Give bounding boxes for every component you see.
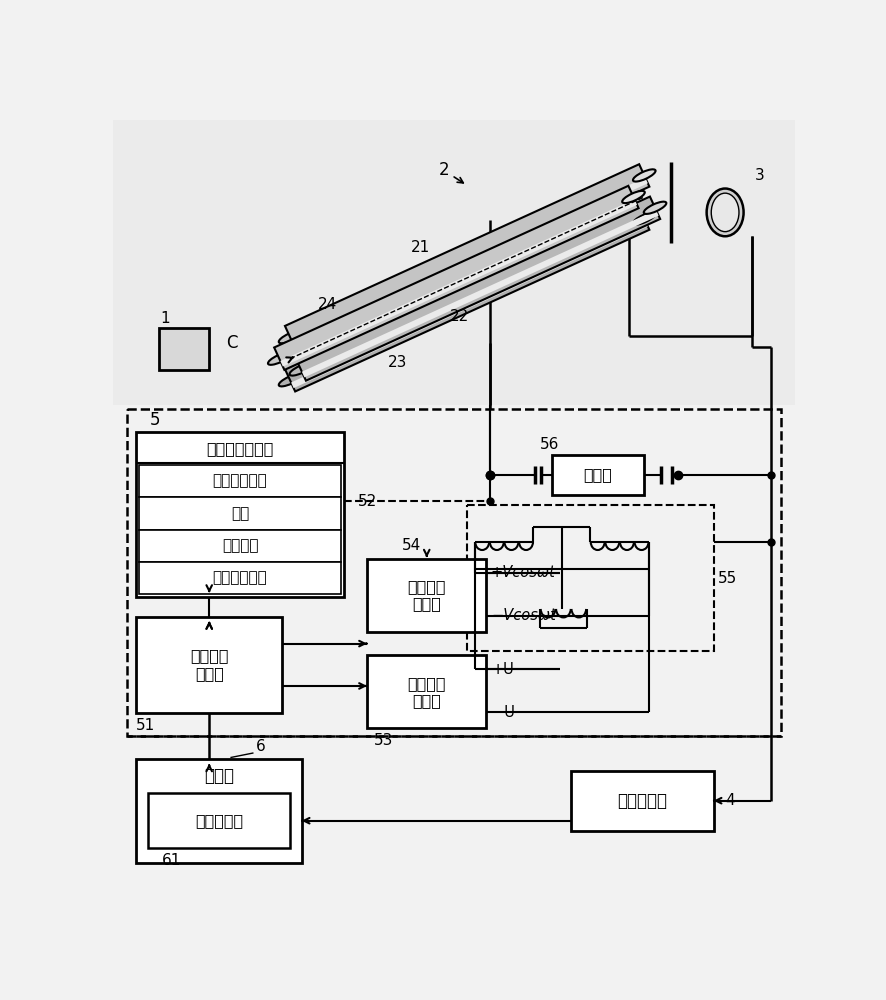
Text: 控制数据存储部: 控制数据存储部	[206, 441, 274, 456]
Text: −U: −U	[492, 705, 515, 720]
Ellipse shape	[279, 331, 301, 343]
Text: −Vcosωt: −Vcosωt	[491, 608, 556, 623]
Ellipse shape	[279, 374, 301, 386]
Text: 55: 55	[718, 571, 737, 586]
Text: 52: 52	[358, 494, 377, 509]
Text: 51: 51	[136, 718, 155, 733]
Text: 23: 23	[388, 355, 408, 370]
Polygon shape	[302, 210, 658, 377]
Text: 1: 1	[160, 311, 170, 326]
Text: 电压设定数据: 电压设定数据	[213, 474, 268, 489]
Text: 61: 61	[161, 853, 181, 868]
Text: 增益: 增益	[231, 506, 249, 521]
Polygon shape	[285, 207, 649, 391]
Text: 数据处理部: 数据处理部	[618, 792, 667, 810]
Bar	[136, 617, 283, 713]
Bar	[571, 771, 713, 831]
Bar	[139, 465, 341, 497]
Bar	[159, 328, 209, 370]
Polygon shape	[274, 186, 639, 370]
Text: 4: 4	[726, 793, 735, 808]
Bar	[139, 530, 341, 562]
Text: +Vcosωt: +Vcosωt	[491, 565, 556, 580]
Ellipse shape	[290, 363, 312, 376]
Ellipse shape	[644, 202, 666, 214]
Bar	[467, 505, 713, 651]
Text: 53: 53	[374, 733, 393, 748]
Polygon shape	[280, 199, 637, 367]
Text: 质量对应偏移: 质量对应偏移	[213, 571, 268, 586]
Text: +U: +U	[492, 662, 515, 677]
Ellipse shape	[633, 212, 656, 225]
Polygon shape	[291, 178, 648, 345]
Text: 24: 24	[317, 297, 337, 312]
Text: 产生部: 产生部	[412, 693, 441, 708]
Ellipse shape	[268, 353, 291, 365]
Text: 54: 54	[401, 538, 421, 553]
Bar	[136, 759, 301, 863]
Bar	[127, 409, 781, 736]
Ellipse shape	[633, 169, 656, 182]
Polygon shape	[285, 164, 649, 348]
Polygon shape	[291, 221, 648, 388]
Text: 检波部: 检波部	[584, 467, 612, 482]
Ellipse shape	[622, 191, 645, 203]
Text: 2: 2	[439, 161, 449, 179]
Text: 自动调整部: 自动调整部	[195, 813, 243, 828]
Text: 3: 3	[755, 168, 765, 183]
Text: 产生部: 产生部	[412, 596, 441, 611]
Bar	[139, 562, 341, 594]
Ellipse shape	[707, 189, 743, 236]
Bar	[367, 559, 486, 632]
Text: 22: 22	[450, 309, 469, 324]
Text: 21: 21	[411, 240, 431, 255]
Bar	[136, 432, 344, 597]
Text: 直流电压: 直流电压	[408, 676, 446, 691]
Bar	[148, 793, 290, 848]
Text: 控制部: 控制部	[195, 667, 223, 682]
Text: 56: 56	[540, 437, 560, 452]
Text: 共用偏移: 共用偏移	[222, 538, 258, 553]
Text: 6: 6	[256, 739, 266, 754]
Text: 5: 5	[150, 411, 160, 429]
Bar	[113, 120, 795, 405]
Ellipse shape	[711, 193, 739, 232]
Bar	[367, 655, 486, 728]
Text: C: C	[227, 334, 238, 352]
Text: 高频电压: 高频电压	[408, 580, 446, 595]
Text: 四极电压: 四极电压	[190, 648, 229, 663]
Polygon shape	[296, 197, 660, 381]
Bar	[552, 455, 644, 495]
Bar	[139, 497, 341, 530]
Text: 控制部: 控制部	[204, 767, 234, 785]
